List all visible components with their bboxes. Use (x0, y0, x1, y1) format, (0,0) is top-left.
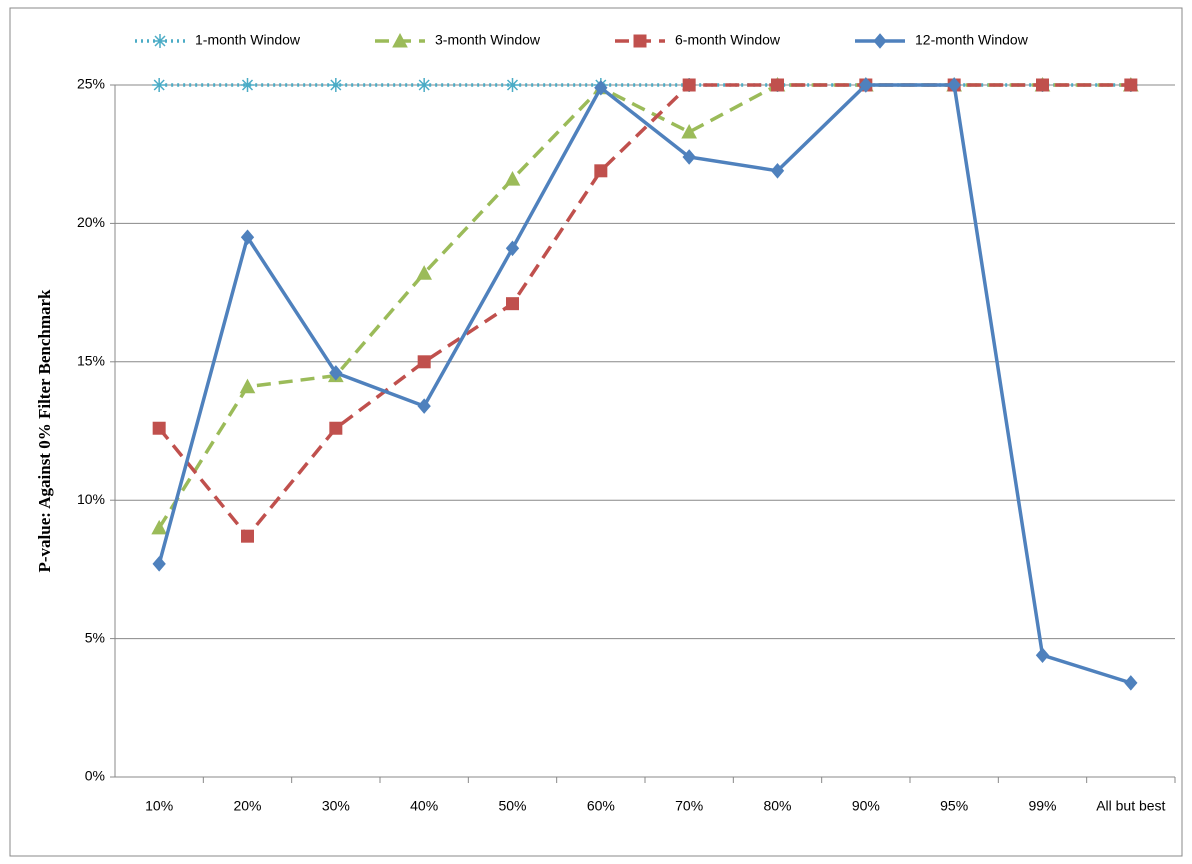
x-tick-label: 60% (587, 798, 615, 814)
legend-label: 1-month Window (195, 32, 301, 48)
data-point (681, 124, 698, 139)
x-tick-label: All but best (1096, 798, 1165, 814)
data-point (152, 78, 167, 92)
legend-marker (633, 34, 647, 48)
series-line (157, 83, 1131, 539)
data-point (241, 529, 254, 543)
legend-marker (392, 32, 408, 48)
x-tick-label: 20% (233, 798, 261, 814)
data-point (771, 78, 784, 92)
data-point (240, 78, 255, 92)
legend-marker (153, 34, 167, 48)
data-point (152, 556, 166, 572)
legend-label: 3-month Window (435, 32, 541, 48)
data-point (152, 421, 166, 435)
data-point (947, 77, 961, 93)
y-tick-label: 20% (77, 214, 105, 230)
data-point (505, 240, 520, 257)
x-tick-label: 95% (940, 798, 968, 814)
data-point (682, 78, 696, 92)
data-point (505, 78, 520, 92)
data-point (506, 297, 519, 311)
data-point (240, 229, 255, 246)
data-point (239, 378, 256, 394)
data-point (594, 79, 608, 96)
data-point (329, 421, 343, 435)
data-point (1124, 78, 1138, 92)
data-point (682, 149, 696, 165)
data-point (504, 171, 521, 186)
data-point (594, 164, 608, 178)
x-tick-label: 50% (498, 798, 526, 814)
x-tick-label: 99% (1028, 798, 1056, 814)
data-point (416, 265, 433, 280)
data-point (329, 365, 343, 381)
data-point (151, 519, 168, 535)
y-tick-label: 25% (77, 76, 105, 92)
x-tick-label: 40% (410, 798, 438, 814)
data-point (770, 163, 785, 179)
x-tick-label: 30% (322, 798, 350, 814)
y-tick-label: 15% (77, 353, 105, 369)
data-point (1035, 647, 1050, 663)
legend-marker (873, 33, 887, 49)
data-point (417, 78, 432, 92)
legend-label: 6-month Window (675, 32, 781, 48)
x-tick-label: 80% (763, 798, 791, 814)
y-tick-label: 10% (77, 491, 105, 507)
data-point (417, 398, 431, 414)
data-point (859, 77, 873, 93)
data-point (328, 78, 343, 92)
legend-label: 12-month Window (915, 32, 1029, 48)
chart-frame (9, 7, 1183, 857)
x-tick-label: 70% (675, 798, 703, 814)
x-tick-label: 90% (852, 798, 880, 814)
data-point (1124, 675, 1138, 691)
data-point (417, 355, 431, 369)
data-point (1036, 78, 1049, 92)
series-line (157, 83, 1132, 685)
y-tick-label: 5% (85, 629, 105, 645)
y-tick-label: 0% (85, 768, 105, 784)
x-tick-label: 10% (145, 798, 173, 814)
y-axis-label: P-value: Against 0% Filter Benchmark (35, 289, 54, 573)
